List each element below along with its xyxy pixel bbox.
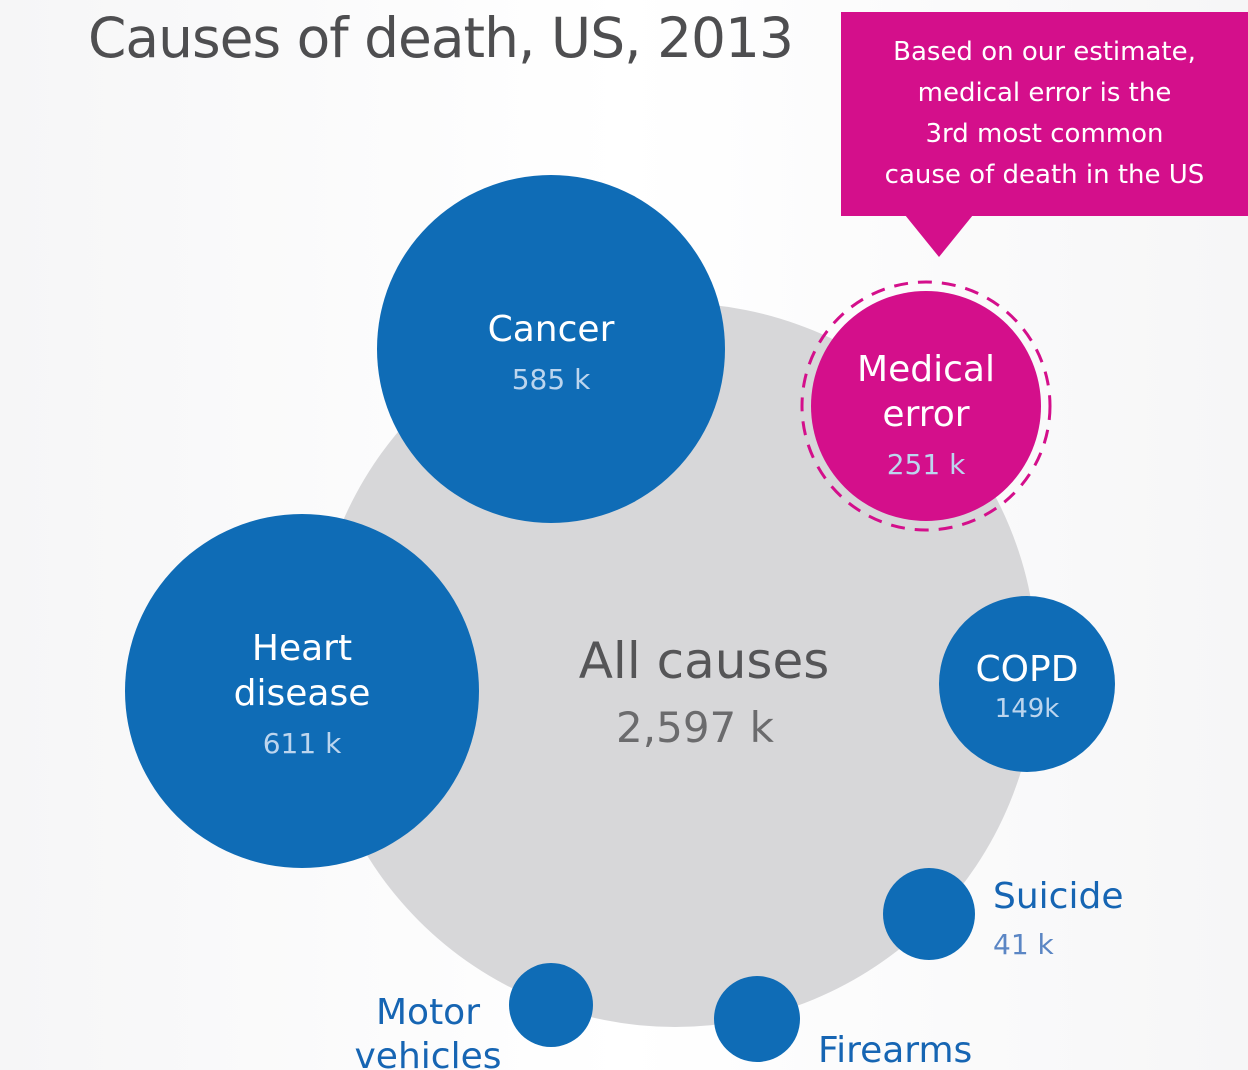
cancer-bubble bbox=[377, 175, 725, 523]
suicide-label: Suicide bbox=[993, 876, 1123, 917]
copd-value: 149k bbox=[995, 694, 1060, 724]
medical-error-value: 251 k bbox=[887, 448, 966, 481]
callout-line: Based on our estimate, bbox=[893, 37, 1196, 67]
heart-disease-label: disease bbox=[234, 673, 371, 714]
copd-bubble bbox=[939, 596, 1115, 772]
callout-pointer bbox=[905, 215, 973, 257]
medical-error-label: Medical bbox=[857, 349, 995, 390]
all-causes-label: All causes bbox=[579, 632, 830, 690]
heart-disease-bubble bbox=[125, 514, 479, 868]
callout-box: Based on our estimate, medical error is … bbox=[841, 12, 1248, 216]
callout-line: medical error is the bbox=[917, 78, 1172, 108]
firearms-label: Firearms bbox=[818, 1030, 972, 1070]
callout-line: cause of death in the US bbox=[884, 160, 1205, 190]
motor-vehicles-label: vehicles bbox=[355, 1036, 502, 1070]
medical-error-dashed-ring bbox=[800, 280, 1052, 532]
chart-title: Causes of death, US, 2013 bbox=[88, 6, 794, 70]
cancer-value: 585 k bbox=[512, 363, 591, 396]
all-causes-value: 2,597 k bbox=[616, 703, 775, 752]
firearms-bubble bbox=[714, 976, 800, 1062]
medical-error-bubble bbox=[811, 291, 1041, 521]
motor-vehicles-bubble bbox=[509, 963, 593, 1047]
suicide-value: 41 k bbox=[993, 928, 1055, 961]
copd-label: COPD bbox=[976, 649, 1079, 690]
motor-vehicles-label: Motor bbox=[376, 992, 480, 1033]
callout-line: 3rd most common bbox=[925, 119, 1164, 149]
suicide-bubble bbox=[883, 868, 975, 960]
heart-disease-label: Heart bbox=[252, 628, 352, 669]
cancer-label: Cancer bbox=[488, 309, 615, 350]
medical-error-label: error bbox=[882, 394, 969, 435]
heart-disease-value: 611 k bbox=[263, 727, 342, 760]
